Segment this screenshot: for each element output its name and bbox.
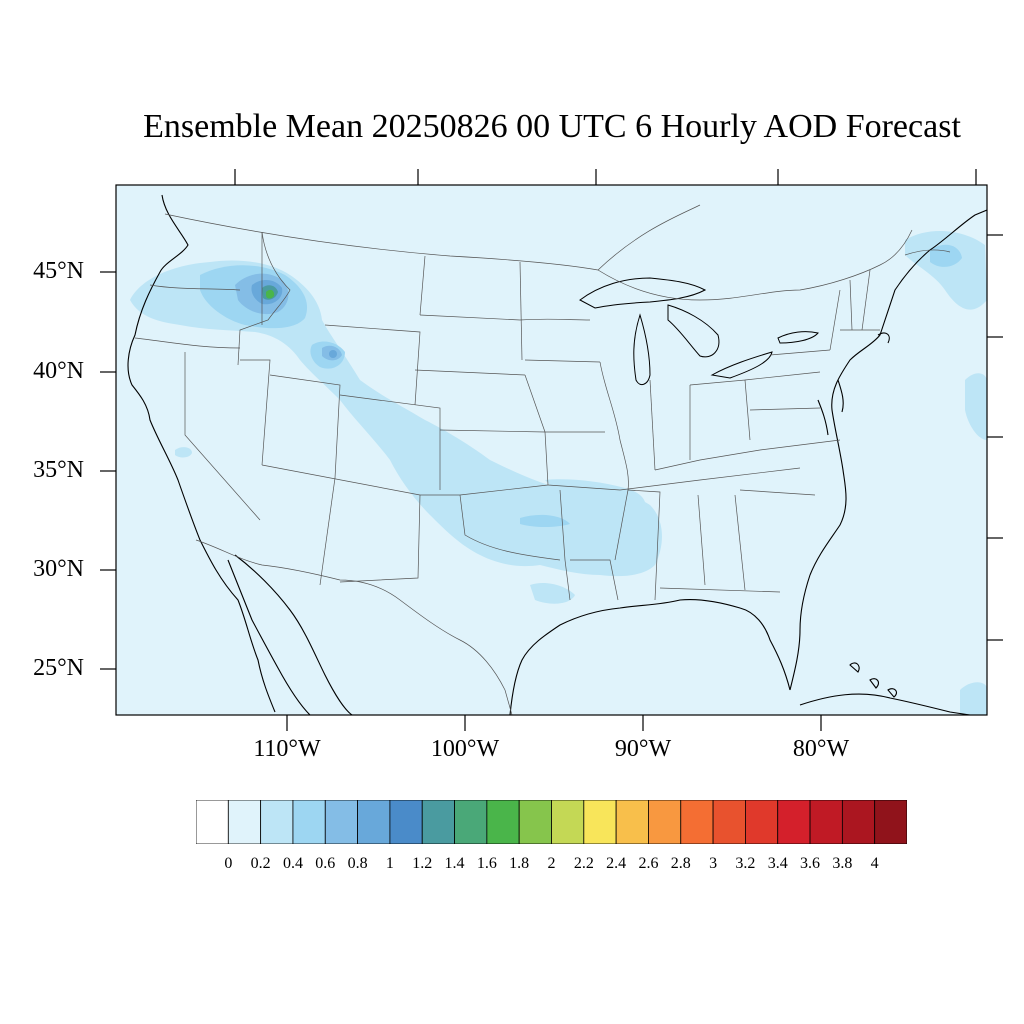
lon-label-90w: 90°W [614,736,672,762]
colorbar-swatch [196,800,229,844]
aod-level-1-6 [266,289,275,299]
colorbar-tick-label: 1 [385,855,394,872]
colorbar-tick-label: 1.8 [509,855,530,872]
lake-michigan [633,313,651,386]
colorbar-swatch [324,800,358,844]
lon-label-100w: 100°W [430,736,500,762]
colorbar-tick-label: 2.6 [638,855,659,872]
colorbar-tick-label: 3.4 [767,855,788,872]
colorbar-tick-label: 1.6 [476,855,497,872]
colorbar-tick-label: 2.2 [573,855,594,872]
lake-ontario [777,331,819,344]
colorbar-swatch [615,800,649,844]
great-lakes [579,277,819,386]
colorbar-tick-label: 1.2 [412,855,433,872]
colorbar-swatch [680,800,714,844]
lake-erie [710,351,773,379]
tick-marks [100,169,1003,731]
colorbar-tick-label: 0.2 [250,855,271,872]
colorbar-tick-label: 1.4 [444,855,465,872]
colorbar-tick-label: 0.4 [282,855,303,872]
colorbar-tick-label: 3.6 [800,855,821,872]
lat-label-40: 40°N [33,358,84,384]
lake-huron [667,304,720,358]
colorbar-swatch [648,800,682,844]
colorbar-swatch [712,800,746,844]
lake-superior [579,277,707,309]
colorbar-tick-label: 3.2 [735,855,756,872]
lat-label-45: 45°N [33,258,84,284]
lon-label-110w: 110°W [253,736,321,762]
aod-colorbar [196,800,907,844]
coastlines [127,194,987,715]
colorbar-swatch [260,800,294,844]
colorbar-tick-label: 3 [709,855,718,872]
colorbar-tick-label: 0 [224,855,233,872]
colorbar-swatch [745,800,779,844]
colorbar-tick-label: 2.4 [606,855,627,872]
colorbar-tick-label: 3.8 [832,855,853,872]
state-boundaries [134,204,951,715]
colorbar-tick-label: 4 [870,855,879,872]
lat-label-30: 30°N [33,556,84,582]
lat-label-25: 25°N [33,655,84,681]
colorbar-swatch [227,800,262,844]
colorbar-swatch [841,800,876,844]
colorbar-swatch [583,800,617,844]
colorbar-tick-label: 0.8 [347,855,368,872]
colorbar-swatch [874,800,907,844]
colorbar-swatch [389,800,423,844]
colorbar-swatch [551,800,585,844]
map-frame [115,184,988,716]
colorbar-swatch [357,800,391,844]
colorbar-swatch [809,800,843,844]
colorbar-swatch [518,800,552,844]
colorbar-swatch [486,800,520,844]
colorbar-swatch [777,800,811,844]
lon-label-80w: 80°W [792,736,850,762]
lat-label-35: 35°N [33,457,84,483]
colorbar-tick-label: 0.6 [315,855,336,872]
colorbar-swatch [454,800,488,844]
colorbar-tick-label: 2.8 [670,855,691,872]
colorbar-swatch [421,800,455,844]
map-title: Ensemble Mean 20250826 00 UTC 6 Hourly A… [143,108,961,145]
colorbar-swatch [292,800,326,844]
colorbar-tick-label: 2 [547,855,556,872]
